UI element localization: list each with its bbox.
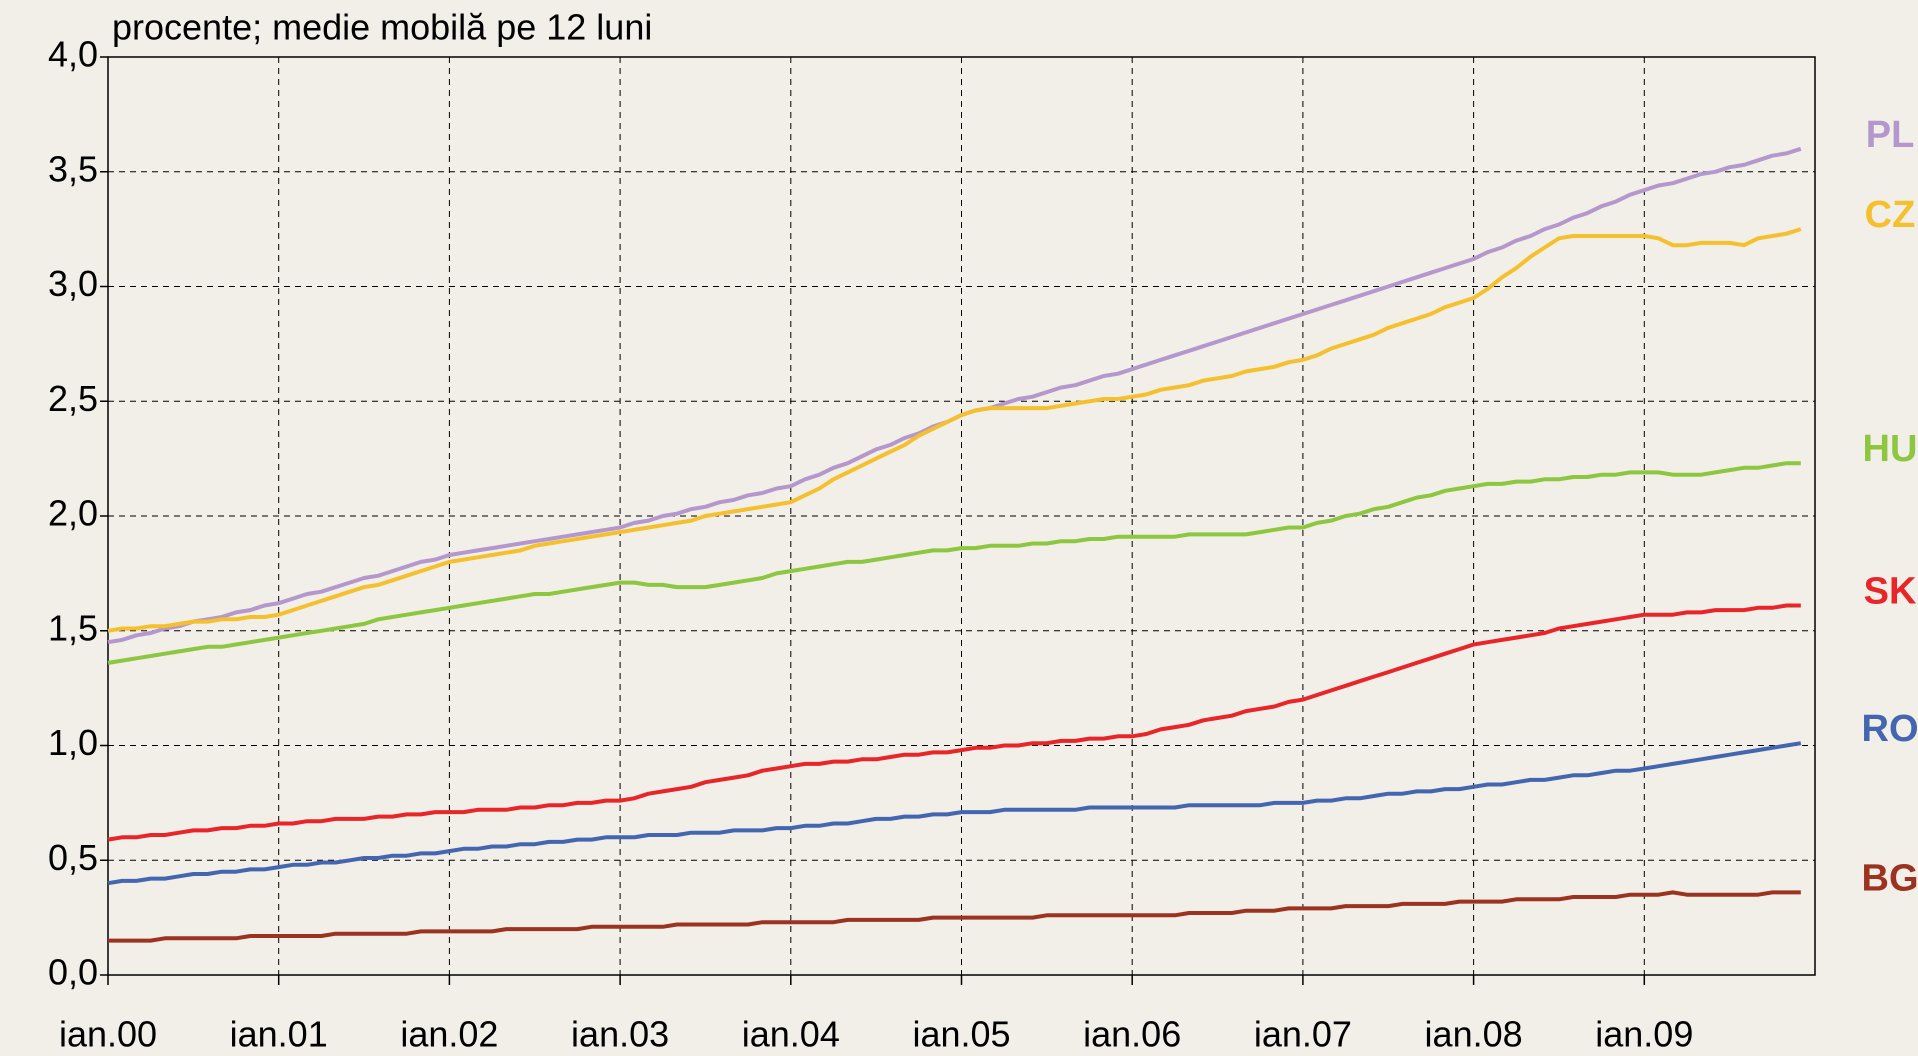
x-tick-label: ian.08 [1425,1014,1523,1055]
series-line [107,741,1802,886]
x-tick-label: ian.09 [1595,1014,1693,1055]
chart-title: procente; medie mobilă pe 12 luni [112,7,652,48]
series-line [107,603,1801,842]
y-tick-label: 0,0 [48,952,98,993]
series-label: PL [1866,114,1915,156]
series-line [107,461,1801,665]
series-label: BG [1862,857,1918,899]
series-label: HU [1863,428,1918,470]
x-tick-label: ian.05 [912,1014,1010,1055]
x-tick-label: ian.04 [742,1014,840,1055]
y-tick-label: 3,0 [48,263,98,304]
y-tick-label: 1,0 [48,722,98,763]
x-tick-label: ian.01 [230,1014,328,1055]
y-tick-label: 0,5 [48,837,98,878]
series-label: RO [1862,708,1918,750]
x-tick-label: ian.07 [1254,1014,1352,1055]
y-tick-label: 4,0 [48,34,98,75]
x-tick-label: ian.06 [1083,1014,1181,1055]
x-tick-label: ian.02 [400,1014,498,1055]
x-tick-label: ian.00 [59,1014,157,1055]
y-tick-label: 1,5 [48,607,98,648]
series-label: SK [1864,571,1917,613]
series-line [107,227,1802,633]
y-tick-label: 2,0 [48,493,98,534]
y-tick-label: 2,5 [48,378,98,419]
plot-frame [107,56,1816,976]
x-tick-label: ian.03 [571,1014,669,1055]
series-line [108,890,1801,943]
y-tick-label: 3,5 [48,148,98,189]
series-label: CZ [1865,194,1916,236]
